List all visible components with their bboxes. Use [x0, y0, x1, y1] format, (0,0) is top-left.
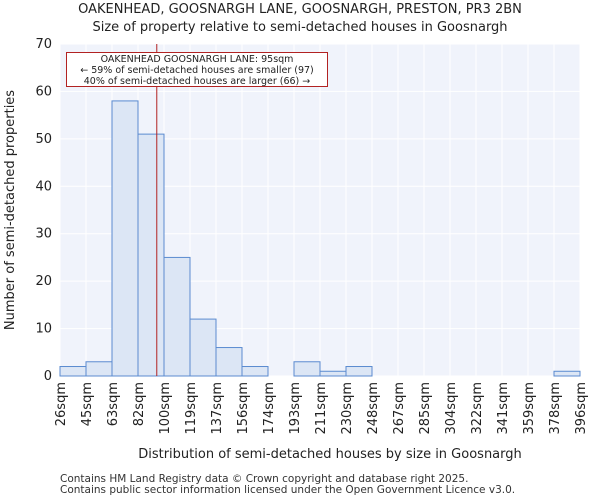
- x-tick-label: 26sqm: [54, 382, 69, 426]
- x-tick-label: 82sqm: [132, 382, 147, 426]
- x-tick-label: 230sqm: [340, 382, 355, 435]
- x-tick-label: 193sqm: [288, 382, 303, 435]
- chart-title: OAKENHEAD, GOOSNARGH LANE, GOOSNARGH, PR…: [78, 2, 522, 17]
- y-tick-label: 50: [35, 132, 52, 147]
- marker-annotation: OAKENHEAD GOOSNARGH LANE: 95sqm ← 59% of…: [66, 52, 328, 87]
- bars: [59, 100, 581, 377]
- y-tick-label: 0: [44, 369, 52, 384]
- footer-line-1: Contains HM Land Registry data © Crown c…: [60, 473, 469, 485]
- x-tick-label: 285sqm: [418, 382, 433, 435]
- x-axis-ticks: 26sqm 45sqm 63sqm 82sqm 100sqm 119sqm 137sqm 15…: [54, 382, 589, 435]
- x-tick-label: 211sqm: [314, 382, 329, 435]
- x-tick-label: 45sqm: [80, 382, 95, 426]
- x-axis-label: Distribution of semi-detached houses by …: [138, 447, 522, 462]
- bar: [293, 361, 321, 377]
- bar: [215, 347, 243, 377]
- x-tick-label: 248sqm: [366, 382, 381, 435]
- x-tick-label: 378sqm: [548, 382, 563, 435]
- bar: [85, 361, 113, 377]
- bar: [319, 370, 347, 377]
- x-tick-label: 359sqm: [522, 382, 537, 435]
- annotation-line-3: 40% of semi-detached houses are larger (…: [83, 76, 311, 87]
- x-tick-label: 267sqm: [392, 382, 407, 435]
- bar: [163, 256, 191, 377]
- x-tick-label: 119sqm: [184, 382, 199, 435]
- x-tick-label: 174sqm: [262, 382, 277, 435]
- bar: [241, 366, 269, 377]
- bar: [553, 370, 581, 377]
- y-tick-label: 10: [35, 322, 52, 337]
- y-tick-label: 70: [35, 37, 52, 52]
- bar: [189, 318, 217, 377]
- x-tick-label: 137sqm: [210, 382, 225, 435]
- y-axis-ticks: 0 10 20 30 40 50 60 70: [35, 37, 52, 384]
- x-tick-label: 63sqm: [106, 382, 121, 426]
- annotation-line-2: ← 59% of semi-detached houses are smalle…: [80, 65, 314, 76]
- gridlines: [59, 43, 581, 377]
- y-tick-label: 20: [35, 274, 52, 289]
- chart-subtitle: Size of property relative to semi-detach…: [92, 20, 508, 35]
- bar: [111, 100, 139, 377]
- bar: [345, 366, 373, 377]
- x-tick-label: 396sqm: [574, 382, 589, 435]
- x-tick-label: 304sqm: [444, 382, 459, 435]
- x-tick-label: 156sqm: [236, 382, 251, 435]
- histogram-chart: 0 10 20 30 40 50 60 70 26sqm 45sqm 63sqm 82sqm 100s…: [3, 37, 589, 462]
- y-tick-label: 30: [35, 227, 52, 242]
- x-tick-label: 100sqm: [158, 382, 173, 435]
- annotation-line-1: OAKENHEAD GOOSNARGH LANE: 95sqm: [100, 54, 294, 65]
- y-tick-label: 60: [35, 84, 52, 99]
- x-tick-label: 341sqm: [496, 382, 511, 435]
- y-tick-label: 40: [35, 179, 52, 194]
- y-axis-label: Number of semi-detached properties: [3, 90, 18, 330]
- bar: [59, 366, 87, 377]
- bar: [137, 133, 165, 377]
- footer-line-2: Contains public sector information licen…: [60, 484, 516, 496]
- x-tick-label: 322sqm: [470, 382, 485, 435]
